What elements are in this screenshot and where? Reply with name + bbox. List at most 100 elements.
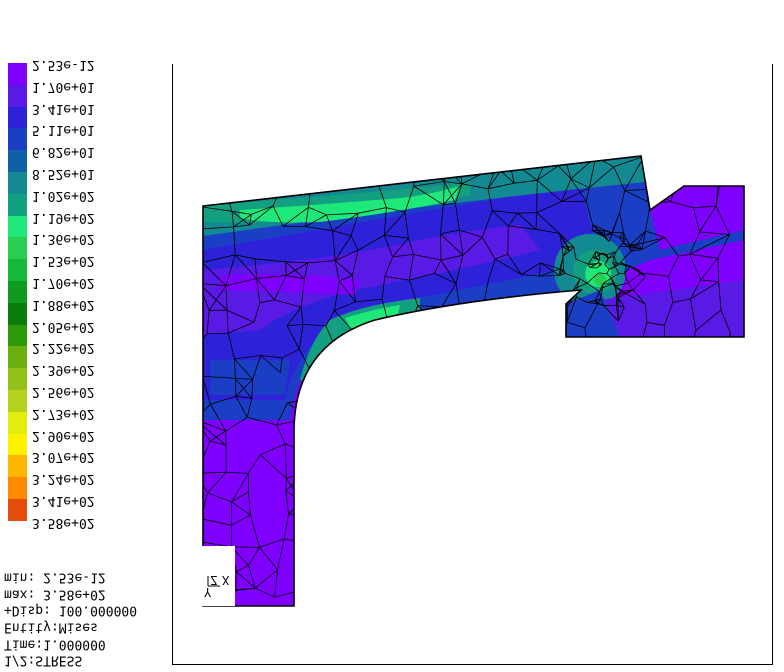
mesh-edge <box>565 563 593 572</box>
mesh-edge <box>492 210 518 214</box>
mesh-edge <box>618 262 621 265</box>
mesh-edge <box>208 285 227 311</box>
mesh-edge <box>652 464 665 475</box>
mesh-edge <box>327 177 359 181</box>
mesh-edge <box>615 474 623 491</box>
mesh-edge <box>586 302 598 305</box>
mesh-edge <box>310 179 328 187</box>
mesh-edge <box>203 419 211 442</box>
mesh-edge <box>225 278 257 287</box>
mesh-edge <box>409 568 415 593</box>
mesh-edge <box>573 474 598 495</box>
mesh-edge <box>622 464 653 476</box>
contour-band-blue2 <box>210 360 290 395</box>
mesh-edge <box>700 257 719 281</box>
mesh-edge <box>222 156 255 161</box>
mesh-edge <box>411 321 437 324</box>
mesh-edge <box>616 304 625 308</box>
mesh-edge <box>332 230 336 261</box>
mesh-edge <box>645 230 666 238</box>
mesh-edge <box>508 225 537 230</box>
mesh-edge <box>670 201 694 209</box>
mesh-edge <box>674 562 679 592</box>
mesh-edge <box>615 490 639 492</box>
mesh-edge <box>565 549 593 564</box>
mesh-edge <box>231 211 234 227</box>
mesh-edge <box>454 348 459 380</box>
legend-row: 8.52e+01 <box>8 166 168 194</box>
mesh-edge <box>203 254 236 263</box>
mesh-edge <box>378 375 387 402</box>
mesh-edge <box>384 256 393 277</box>
mesh-edge <box>566 526 570 543</box>
mesh-edge <box>647 586 675 593</box>
mesh-edge <box>469 542 492 564</box>
mesh-edge <box>307 561 330 569</box>
mesh-edge <box>620 262 631 267</box>
mesh-edge <box>274 275 287 301</box>
mesh-edge <box>300 278 305 308</box>
mesh-edge <box>305 214 327 227</box>
mesh-edge <box>334 260 340 282</box>
mesh-edge <box>363 567 381 569</box>
mesh-edge <box>603 230 606 236</box>
mesh-edge <box>632 289 646 305</box>
mesh-edge <box>409 346 413 373</box>
mesh-edge <box>235 254 256 260</box>
mesh-edge <box>249 214 252 226</box>
mesh-edge <box>234 358 236 379</box>
mesh-edge <box>414 490 432 501</box>
mesh-edge <box>587 256 594 265</box>
mesh-edge <box>285 490 289 515</box>
mesh-edge <box>593 263 598 266</box>
mesh-edge <box>699 231 730 235</box>
mesh-edge <box>603 252 608 255</box>
mesh-edge <box>622 474 640 492</box>
info-displacement: +Disp: 100.000000 <box>4 603 138 619</box>
mesh-edge <box>595 254 600 258</box>
mesh-edge <box>444 420 470 427</box>
mesh-edge <box>198 345 203 376</box>
mesh-edge <box>645 304 648 323</box>
mesh-edge <box>443 183 463 205</box>
mesh-edge <box>439 348 456 356</box>
legend-swatch <box>8 84 27 107</box>
mesh-edge <box>632 276 646 291</box>
mesh-edge <box>611 212 620 235</box>
legend-row: 2.53e-12 <box>8 57 168 85</box>
mesh-edge <box>408 401 415 427</box>
mesh-edge <box>457 156 497 167</box>
mesh-edge <box>587 263 591 268</box>
mesh-edge <box>234 355 261 360</box>
mesh-edge <box>467 523 471 543</box>
mesh-edge <box>458 374 483 380</box>
legend-swatch <box>8 477 27 499</box>
legend-swatch <box>8 280 27 303</box>
mesh-edge <box>561 246 570 252</box>
mesh-edge <box>358 489 388 497</box>
mesh-edge <box>359 525 385 540</box>
mesh-edge <box>672 517 703 522</box>
mesh-edge <box>413 568 434 588</box>
mesh-edge <box>691 163 699 178</box>
mesh-edge <box>590 477 598 495</box>
mesh-edge <box>460 542 471 565</box>
mesh-edge <box>443 202 456 206</box>
mesh-edge <box>616 262 620 265</box>
mesh-edge <box>613 523 624 551</box>
mesh-edge <box>539 442 565 445</box>
mesh-edge <box>430 474 440 501</box>
mesh-edge <box>227 333 235 359</box>
mesh-edge <box>604 233 613 236</box>
mesh-edge <box>439 448 456 453</box>
mesh-edge <box>438 451 457 475</box>
mesh-edge <box>521 274 540 277</box>
mesh-edge <box>203 471 227 474</box>
legend-swatch <box>8 259 27 281</box>
mesh-edge <box>337 539 361 544</box>
mesh-edge <box>350 213 359 236</box>
mesh-edge <box>490 542 495 564</box>
legend-swatch <box>8 193 27 216</box>
mesh-edge <box>231 514 251 526</box>
